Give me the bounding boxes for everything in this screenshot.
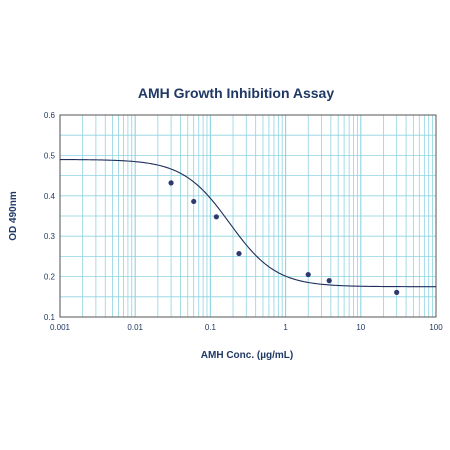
y-tick-label: 0.3 — [44, 232, 56, 241]
fit-curve-layer — [60, 158, 436, 288]
x-tick-label: 0.001 — [50, 323, 71, 332]
data-point — [168, 180, 174, 186]
y-axis-label: OD 490nm — [8, 191, 19, 241]
y-tick-label: 0.4 — [44, 192, 56, 201]
grid-lines — [59, 114, 436, 318]
fit-curve — [60, 158, 436, 288]
y-tick-labels: 0.1 0.2 0.3 0.4 0.5 0.6 — [44, 111, 56, 322]
data-point — [213, 214, 219, 220]
x-tick-label: 100 — [429, 323, 443, 332]
data-point — [236, 250, 242, 257]
plot-frame — [59, 114, 437, 318]
chart-title: AMH Growth Inhibition Assay — [138, 85, 334, 101]
x-tick-label: 0.01 — [127, 323, 143, 332]
data-point — [326, 278, 332, 284]
x-tick-label: 10 — [356, 323, 365, 332]
data-point — [305, 271, 311, 278]
x-axis-label: AMH Conc. (µg/mL) — [201, 350, 293, 361]
data-point — [394, 289, 400, 295]
x-tick-labels: 0.001 0.01 0.1 1 10 100 — [50, 323, 443, 332]
y-tick-label: 0.5 — [44, 151, 56, 160]
x-tick-label: 1 — [283, 323, 288, 332]
x-tick-label: 0.1 — [205, 323, 217, 332]
y-tick-label: 0.6 — [44, 111, 56, 120]
data-point — [191, 198, 197, 205]
y-tick-label: 0.2 — [44, 273, 56, 282]
data-points — [168, 180, 400, 295]
plot-border — [59, 114, 437, 318]
y-tick-label: 0.1 — [44, 313, 56, 322]
